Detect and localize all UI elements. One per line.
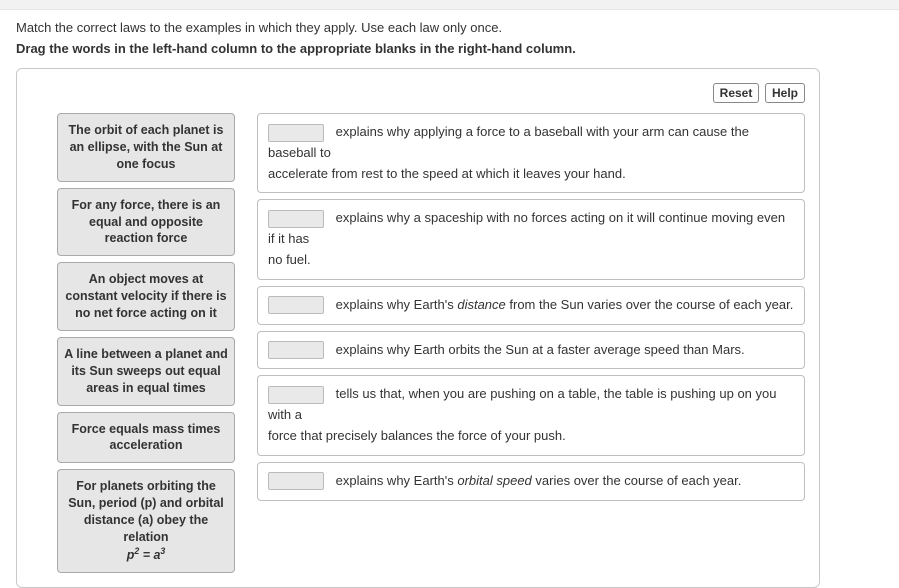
target-text: tells us that, when you are pushing on a…: [268, 386, 776, 422]
exercise-frame: Reset Help The orbit of each planet is a…: [16, 68, 820, 588]
drop-slot[interactable]: [268, 296, 324, 314]
target-text: no fuel.: [268, 252, 311, 267]
drop-slot[interactable]: [268, 386, 324, 404]
target-text: explains why Earth's: [336, 297, 458, 312]
draggable-column: The orbit of each planet is an ellipse, …: [57, 113, 235, 573]
toolbar: Reset Help: [31, 83, 805, 103]
target-text: explains why Earth orbits the Sun at a f…: [336, 342, 745, 357]
target-row: explains why Earth's orbital speed varie…: [257, 462, 805, 501]
drag-item[interactable]: The orbit of each planet is an ellipse, …: [57, 113, 235, 182]
drop-slot[interactable]: [268, 210, 324, 228]
drop-slot[interactable]: [268, 341, 324, 359]
drag-item-formula-text: p2 = a3: [127, 548, 166, 562]
drag-item[interactable]: Force equals mass times acceleration: [57, 412, 235, 464]
target-row: explains why applying a force to a baseb…: [257, 113, 805, 193]
target-text: force that precisely balances the force …: [268, 428, 566, 443]
drop-slot[interactable]: [268, 472, 324, 490]
reset-button[interactable]: Reset: [713, 83, 760, 103]
instruction-line-1: Match the correct laws to the examples i…: [16, 20, 883, 35]
target-text: explains why a spaceship with no forces …: [268, 210, 785, 246]
drag-item-text: For planets orbiting the Sun, period (p)…: [68, 479, 224, 544]
drag-item-formula[interactable]: For planets orbiting the Sun, period (p)…: [57, 469, 235, 573]
target-text: explains why Earth's: [336, 473, 458, 488]
target-text: accelerate from rest to the speed at whi…: [268, 166, 626, 181]
instruction-line-2: Drag the words in the left-hand column t…: [16, 41, 883, 56]
target-text: varies over the course of each year.: [532, 473, 742, 488]
target-text: explains why applying a force to a baseb…: [268, 124, 749, 160]
target-row: tells us that, when you are pushing on a…: [257, 375, 805, 455]
help-button[interactable]: Help: [765, 83, 805, 103]
targets-column: explains why applying a force to a baseb…: [257, 113, 805, 501]
work-area: The orbit of each planet is an ellipse, …: [31, 113, 805, 573]
drag-item[interactable]: For any force, there is an equal and opp…: [57, 188, 235, 257]
target-text-italic: orbital speed: [457, 473, 531, 488]
target-row: explains why Earth's distance from the S…: [257, 286, 805, 325]
target-text: from the Sun varies over the course of e…: [506, 297, 794, 312]
top-banner-strip: [0, 0, 899, 10]
instructions-block: Match the correct laws to the examples i…: [0, 10, 899, 60]
drop-slot[interactable]: [268, 124, 324, 142]
drag-item[interactable]: A line between a planet and its Sun swee…: [57, 337, 235, 406]
target-row: explains why a spaceship with no forces …: [257, 199, 805, 279]
target-text-italic: distance: [457, 297, 505, 312]
target-row: explains why Earth orbits the Sun at a f…: [257, 331, 805, 370]
drag-item[interactable]: An object moves at constant velocity if …: [57, 262, 235, 331]
